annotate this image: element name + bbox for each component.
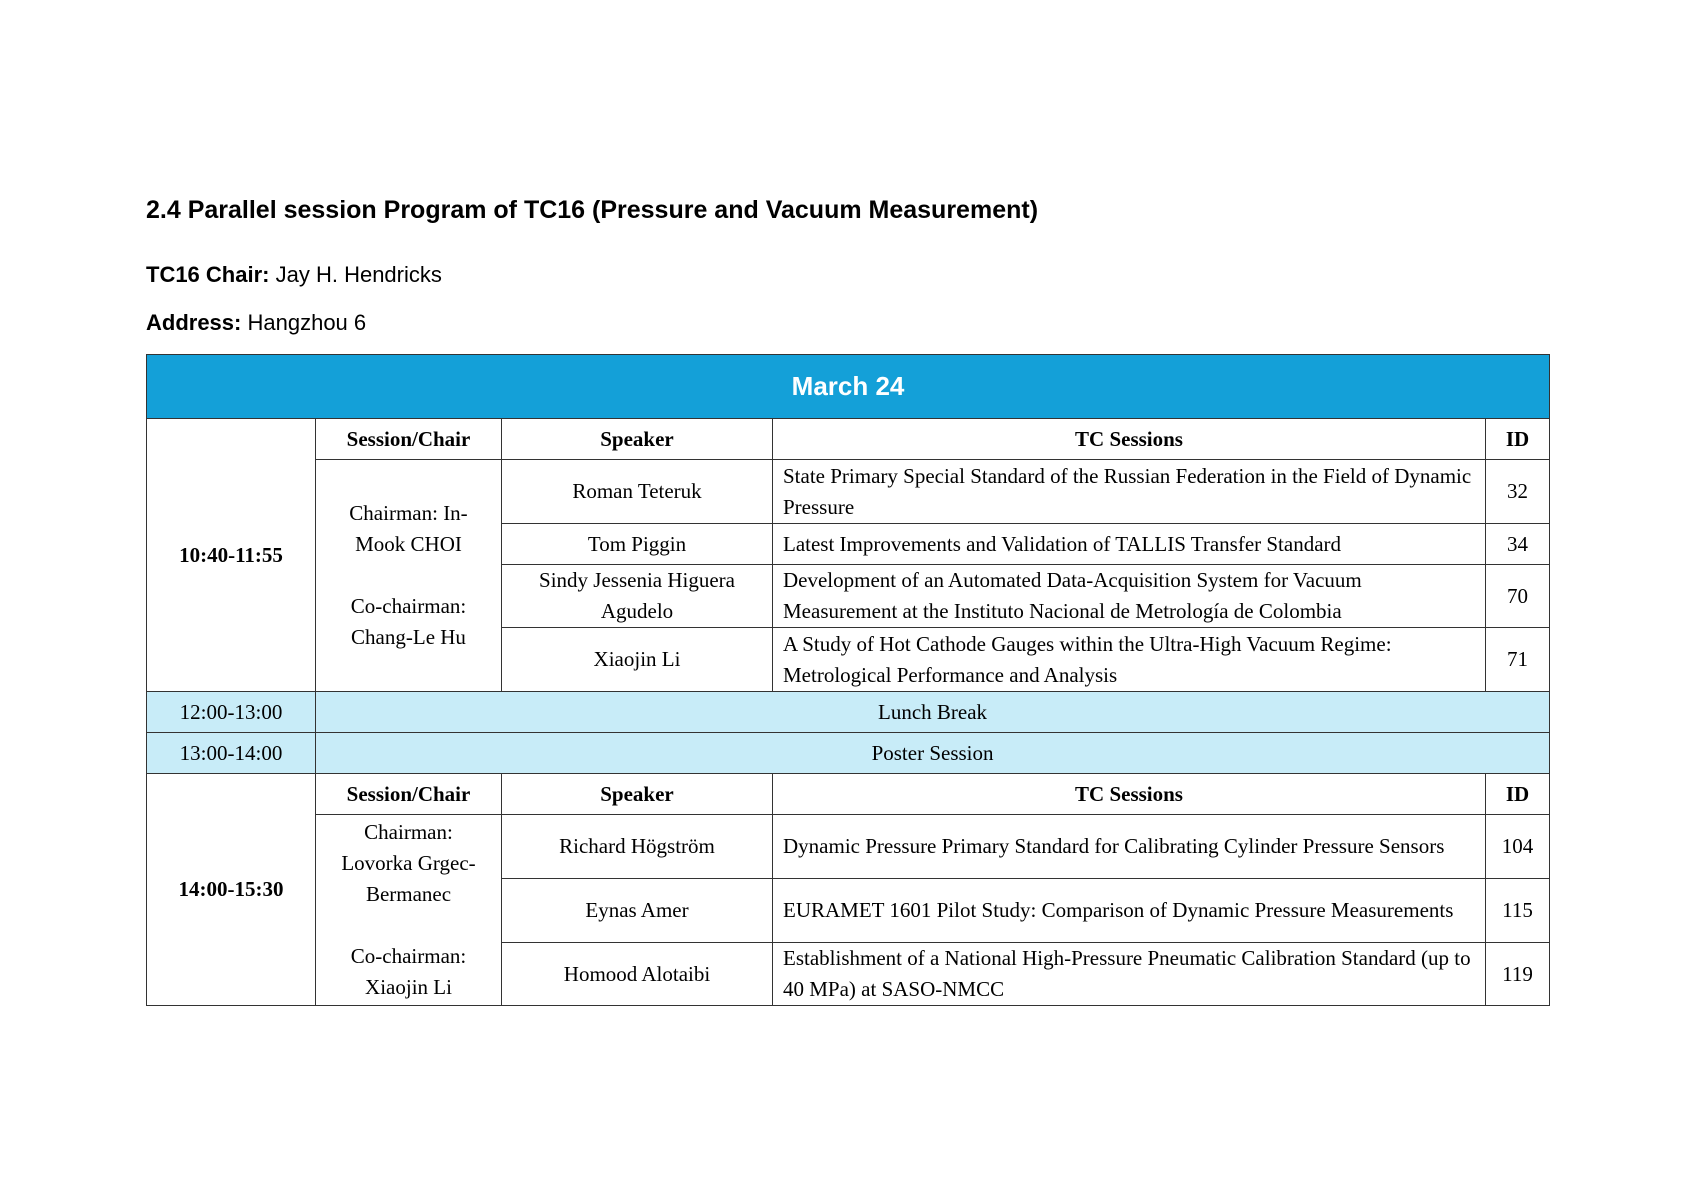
table-row: Sindy Jessenia Higuera Agudelo Developme… — [147, 564, 1551, 628]
table-header-row: 14:00-15:30 Session/Chair Speaker TC Ses… — [146, 773, 1551, 1006]
time-cell: 14:00-15:30 — [146, 773, 316, 1006]
header-session: Session/Chair — [315, 418, 502, 460]
table-row: Homood Alotaibi Establishment of a Natio… — [147, 942, 1551, 1006]
speaker: Richard Högström — [501, 814, 773, 879]
chairman: Chairman: Lovorka Grgec-Bermanec — [341, 820, 476, 906]
break-label: Poster Session — [314, 732, 1551, 774]
paper-id: 32 — [1484, 459, 1551, 524]
cochairman: Co-chairman: Chang-Le Hu — [350, 594, 467, 649]
time-cell: 10:40-11:55 — [146, 418, 316, 692]
table-row: Eynas Amer EURAMET 1601 Pilot Study: Com… — [147, 878, 1551, 943]
header-id: ID — [1484, 773, 1551, 815]
break-time: 13:00-14:00 — [146, 732, 316, 774]
chair-cell: Chairman: In-Mook CHOI Co-chairman: Chang… — [315, 459, 502, 692]
paper-id: 115 — [1484, 878, 1551, 943]
paper-id: 34 — [1484, 523, 1551, 565]
paper-id: 70 — [1484, 564, 1551, 628]
speaker: Homood Alotaibi — [501, 942, 773, 1006]
paper-title: A Study of Hot Cathode Gauges within the… — [772, 627, 1486, 692]
break-time: 12:00-13:00 — [146, 691, 316, 733]
paper-title: State Primary Special Standard of the Ru… — [772, 459, 1486, 524]
speaker: Eynas Amer — [501, 878, 773, 943]
header-session: Session/Chair — [315, 773, 502, 815]
table-row: Chairman: Lovorka Grgec-Bermanec Co-chair… — [147, 814, 1551, 1006]
speaker: Roman Teteruk — [501, 459, 773, 524]
table-row: Xiaojin Li A Study of Hot Cathode Gauges… — [147, 627, 1551, 692]
header-speaker: Speaker — [501, 418, 773, 460]
cochairman: Co-chairman: Xiaojin Li — [350, 944, 467, 999]
paper-id: 119 — [1484, 942, 1551, 1006]
paper-title: Latest Improvements and Validation of TA… — [772, 523, 1486, 565]
lunch-break-row: 12:00-13:00 Lunch Break — [146, 691, 1551, 733]
speaker: Tom Piggin — [501, 523, 773, 565]
day-label: March 24 — [145, 354, 1551, 419]
break-label: Lunch Break — [314, 691, 1551, 733]
poster-session-row: 13:00-14:00 Poster Session — [146, 732, 1551, 774]
header-speaker: Speaker — [501, 773, 773, 815]
address-value: Hangzhou 6 — [247, 310, 367, 335]
schedule-table: March 24 10:40-11:55 Session/Chair Speak… — [145, 354, 1551, 1006]
table-row: Chairman: In-Mook CHOI Co-chairman: Chang… — [147, 459, 1551, 692]
paper-title: EURAMET 1601 Pilot Study: Comparison of … — [772, 878, 1486, 943]
header-tc: TC Sessions — [772, 773, 1486, 815]
page-title: 2.4 Parallel session Program of TC16 (Pr… — [146, 196, 1039, 224]
day-header-row: March 24 — [145, 354, 1551, 419]
header-id: ID — [1484, 418, 1551, 460]
chairman: Chairman: In-Mook CHOI — [349, 501, 468, 556]
speaker: Sindy Jessenia Higuera Agudelo — [501, 564, 773, 628]
paper-title: Dynamic Pressure Primary Standard for Ca… — [772, 814, 1486, 879]
address-label: Address: — [146, 310, 242, 335]
header-tc: TC Sessions — [772, 418, 1486, 460]
table-header-row: 10:40-11:55 Session/Chair Speaker TC Ses… — [146, 418, 1551, 692]
paper-id: 104 — [1484, 814, 1551, 879]
chair-cell: Chairman: Lovorka Grgec-Bermanec Co-chair… — [315, 814, 502, 1006]
table-row: Tom Piggin Latest Improvements and Valid… — [147, 523, 1551, 565]
paper-title: Development of an Automated Data-Acquisi… — [772, 564, 1486, 628]
chair-value: Jay H. Hendricks — [275, 262, 442, 287]
chair-label: TC16 Chair: — [146, 262, 270, 287]
speaker: Xiaojin Li — [501, 627, 773, 692]
chair-line: TC16 Chair: Jay H. Hendricks — [146, 262, 442, 288]
paper-id: 71 — [1484, 627, 1551, 692]
paper-title: Establishment of a National High-Pressur… — [772, 942, 1486, 1006]
address-line: Address: Hangzhou 6 — [146, 310, 366, 336]
